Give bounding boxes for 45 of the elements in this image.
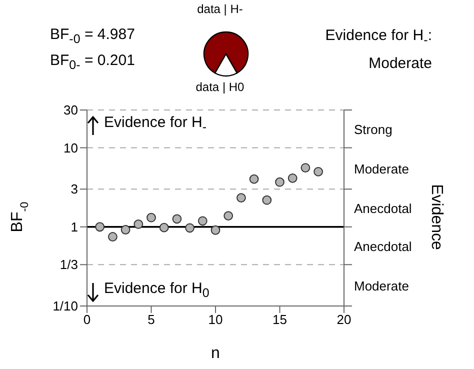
y-tick-label: 3	[70, 182, 78, 197]
text: Moderate	[354, 278, 409, 294]
pie-slice	[203, 31, 249, 74]
text: Moderate	[368, 54, 432, 74]
x-tick-label: 5	[148, 312, 155, 328]
point	[262, 195, 272, 205]
x-tick-label: 15	[272, 312, 287, 328]
text: Anecdotal	[354, 201, 412, 216]
annotation: Evidence for H$_{0}$	[104, 280, 210, 300]
text: Strong	[354, 122, 392, 137]
text: BF$_{-0}$ = 4.987	[50, 25, 135, 48]
text: Evidence for H$_{-}$:	[325, 26, 432, 49]
point	[300, 163, 310, 172]
point	[172, 214, 182, 224]
slice-label: data | H0	[194, 80, 246, 94]
x-tick-label: 0	[83, 312, 91, 328]
text: BF$_{0-}$ = 0.201	[50, 51, 135, 74]
point	[159, 222, 169, 232]
point	[95, 222, 105, 232]
point	[249, 174, 259, 184]
point	[288, 173, 298, 183]
point	[314, 166, 323, 176]
point	[120, 225, 130, 234]
point	[108, 232, 118, 242]
point	[146, 212, 156, 222]
y-tick-label: 1	[70, 219, 78, 234]
point	[134, 220, 144, 229]
point	[210, 225, 220, 235]
point	[185, 223, 194, 233]
y-tick-label: 30	[64, 102, 78, 118]
y-tick-label: 1/10	[52, 298, 78, 314]
text: Moderate	[354, 161, 409, 176]
slice-label: data | H-	[196, 2, 244, 16]
x-tick-label: 10	[208, 312, 223, 328]
x-tick-label: 20	[336, 312, 352, 328]
point	[275, 177, 284, 187]
text: Anecdotal	[354, 238, 412, 254]
point	[236, 193, 246, 203]
annotation: Evidence for H$_{-}$	[104, 114, 207, 134]
y2-axis-title: Evidence	[428, 184, 445, 250]
point	[224, 211, 234, 221]
point	[198, 216, 208, 226]
y-tick-label: 10	[64, 140, 78, 156]
x-axis-title: n	[211, 345, 220, 362]
y-tick-label: 1/3	[60, 257, 78, 272]
